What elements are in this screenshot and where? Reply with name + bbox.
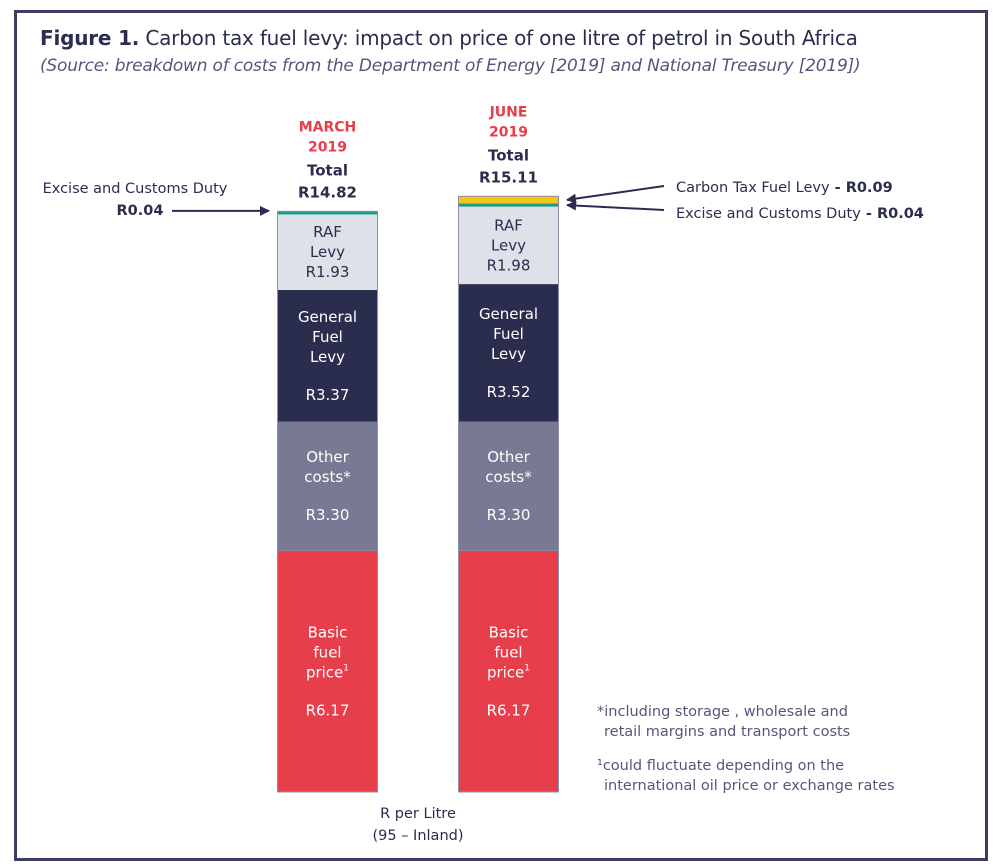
superscript-one: 1 (524, 663, 530, 673)
footnote-asterisk-line1: *including storage , wholesale and (597, 704, 848, 720)
segment-label: fuel (494, 643, 522, 661)
total-value: R15.11 (479, 168, 538, 186)
segment-label: price1 (306, 663, 349, 681)
segment-label: Other (306, 448, 349, 466)
annotation-value: R0.04 (877, 206, 924, 222)
bar-segment-basic-fuel (458, 550, 559, 792)
segment-label: fuel (313, 643, 341, 661)
bar-segment-excise-customs (277, 211, 378, 215)
bar-segment-basic-fuel (277, 550, 378, 792)
segment-value: R3.30 (487, 506, 531, 524)
segment-value: R1.98 (487, 256, 531, 274)
annotation-value: R0.04 (117, 203, 164, 219)
segment-label: costs* (304, 468, 351, 486)
figure-title-text: Carbon tax fuel levy: impact on price of… (139, 26, 858, 50)
annotation-separator: - (830, 180, 846, 196)
segment-value: R1.93 (306, 263, 350, 281)
bar-outline (277, 210, 378, 793)
x-axis-sublabel: (95 – Inland) (372, 828, 463, 844)
segment-label: RAF (494, 216, 523, 234)
segment-label: Levy (491, 236, 526, 254)
bar-segment-excise-customs (458, 203, 559, 207)
segment-value: R3.37 (306, 386, 350, 404)
segment-label: RAF (313, 223, 342, 241)
segment-label: costs* (485, 468, 532, 486)
x-axis-label: R per Litre (380, 806, 456, 822)
segment-value: R6.17 (487, 701, 531, 719)
annotation-text: Carbon Tax Fuel Levy (676, 180, 830, 196)
segment-label: Levy (491, 345, 526, 363)
category-label-year: 2019 (489, 124, 528, 140)
arrow-icon (566, 200, 665, 211)
figure-title: Figure 1. Carbon tax fuel levy: impact o… (40, 26, 858, 50)
segment-value: R6.17 (306, 701, 350, 719)
footnote-asterisk-line2: retail margins and transport costs (604, 724, 851, 740)
segment-label: Fuel (493, 325, 524, 343)
bar-segment-general-fuel-levy (458, 284, 559, 422)
figure-frame (14, 10, 988, 861)
annotation-text: Excise and Customs Duty (676, 206, 861, 222)
annotation-separator: - (861, 206, 877, 222)
category-label-month: JUNE (489, 104, 528, 120)
segment-label: Basic (308, 623, 348, 641)
footnote-one-line2: international oil price or exchange rate… (604, 778, 895, 794)
annotation-label: Excise and Customs Duty (43, 181, 228, 197)
segment-label: Levy (310, 243, 345, 261)
bar-segment-other-costs (277, 421, 378, 551)
segment-label: Fuel (312, 328, 343, 346)
bar-segment-other-costs (458, 421, 559, 551)
category-label-month: MARCH (299, 119, 357, 135)
segment-value: R3.52 (487, 383, 531, 401)
segment-value: R3.30 (306, 506, 350, 524)
annotation-label: Excise and Customs Duty - R0.04 (676, 206, 924, 222)
arrow-icon (566, 185, 665, 204)
footnote-asterisk: *including storage , wholesale and retai… (597, 702, 850, 742)
annotation-label: Carbon Tax Fuel Levy - R0.09 (676, 180, 893, 196)
total-caption: Total (488, 146, 529, 164)
total-value: R14.82 (298, 183, 357, 201)
bar-segment-general-fuel-levy (277, 289, 378, 422)
segment-label: Other (487, 448, 530, 466)
bar-segment-carbon-tax (458, 196, 559, 204)
annotation-value: R0.09 (846, 180, 893, 196)
footnote-one: ¹could fluctuate depending on the intern… (597, 756, 895, 796)
bar-outline (458, 195, 559, 793)
segment-label: Levy (310, 348, 345, 366)
superscript-one: 1 (343, 663, 349, 673)
category-label-year: 2019 (308, 139, 347, 155)
bar-segment-raf-levy (458, 206, 559, 285)
figure-label: Figure 1. (40, 26, 140, 50)
segment-label: Basic (489, 623, 529, 641)
segment-label: price1 (487, 663, 530, 681)
figure-subtitle: (Source: breakdown of costs from the Dep… (40, 56, 861, 76)
segment-label: General (298, 308, 357, 326)
bar-segment-raf-levy (277, 214, 378, 290)
footnote-one-line1: ¹could fluctuate depending on the (597, 758, 845, 774)
segment-label: General (479, 305, 538, 323)
total-caption: Total (307, 161, 348, 179)
